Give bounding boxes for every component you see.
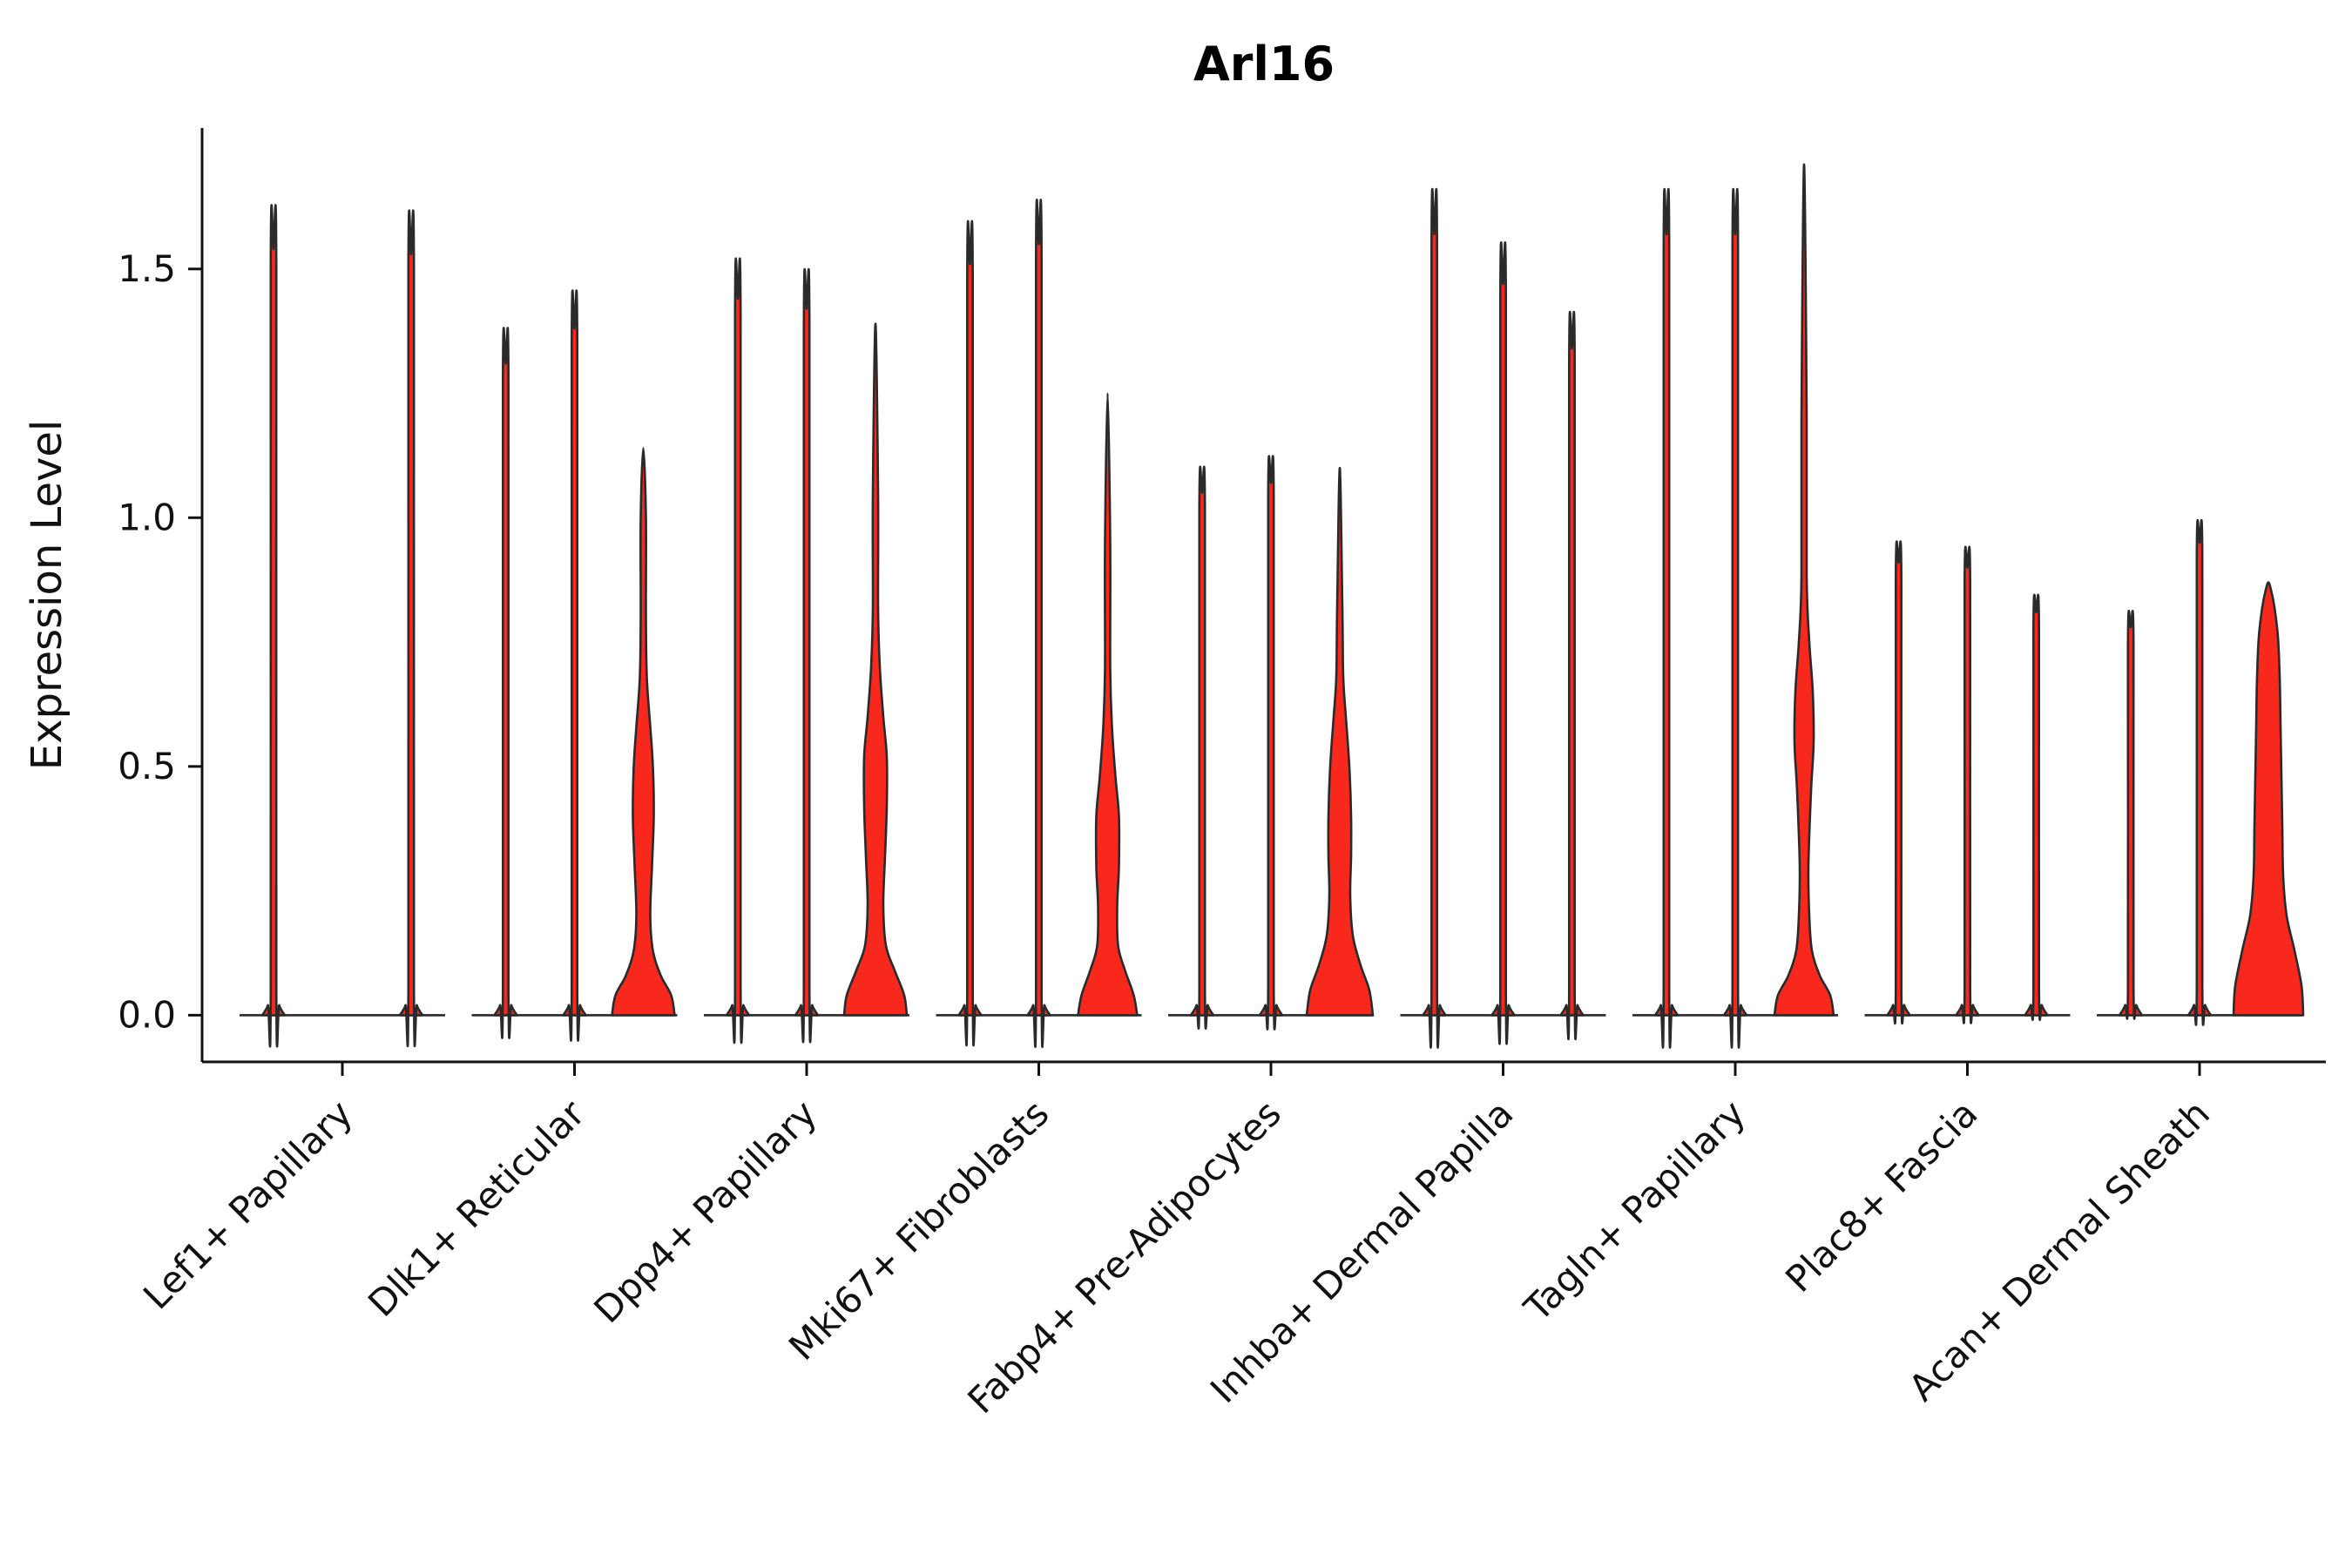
- violin: [611, 447, 676, 1017]
- violin: [2118, 609, 2144, 1020]
- violin: [1189, 465, 1215, 1030]
- violin: [1077, 392, 1139, 1017]
- x-tick-label: Tagln+ Papillary: [1516, 1092, 1754, 1329]
- violin: [1490, 241, 1516, 1045]
- violin: [1722, 187, 1748, 1049]
- violin: [562, 289, 587, 1042]
- violin: [957, 220, 983, 1047]
- violin: [1026, 199, 1051, 1049]
- x-tick-label: Lef1+ Papillary: [135, 1092, 361, 1317]
- violin: [842, 322, 909, 1017]
- violin: [260, 204, 287, 1048]
- y-axis-label: Expression Level: [23, 420, 71, 771]
- x-tick-label: Dlk1+ Reticular: [360, 1092, 593, 1325]
- violin: [1773, 163, 1835, 1017]
- violin: [794, 267, 820, 1044]
- x-tick-label: Mki67+ Fibroblasts: [781, 1092, 1057, 1368]
- y-tick-label: 0.0: [118, 993, 176, 1036]
- violin: [725, 257, 751, 1044]
- violin: [2024, 593, 2049, 1021]
- x-tick-label: Plac8+ Fascia: [1777, 1092, 1985, 1300]
- violin: [1955, 545, 1980, 1024]
- plot-area: 0.0 0.5 1.0 1.5 Lef1+ Papillary Dlk1+ Reticul…: [118, 128, 2326, 1422]
- chart-title: Arl16: [1193, 37, 1335, 91]
- violin: [1559, 310, 1585, 1041]
- violin: [2186, 518, 2213, 1026]
- violin: [2232, 581, 2305, 1017]
- violin: [1653, 187, 1680, 1049]
- y-tick-label: 1.5: [118, 247, 176, 290]
- violin: [398, 209, 424, 1048]
- x-tick-label: Dpp4+ Papillary: [585, 1092, 825, 1331]
- y-tick-label: 1.0: [118, 496, 176, 538]
- violin: [1305, 466, 1375, 1017]
- violin: [1422, 187, 1447, 1049]
- violin: [1258, 455, 1284, 1031]
- y-tick-label: 0.5: [118, 745, 176, 787]
- violin: [1886, 540, 1911, 1025]
- violin: [493, 327, 518, 1039]
